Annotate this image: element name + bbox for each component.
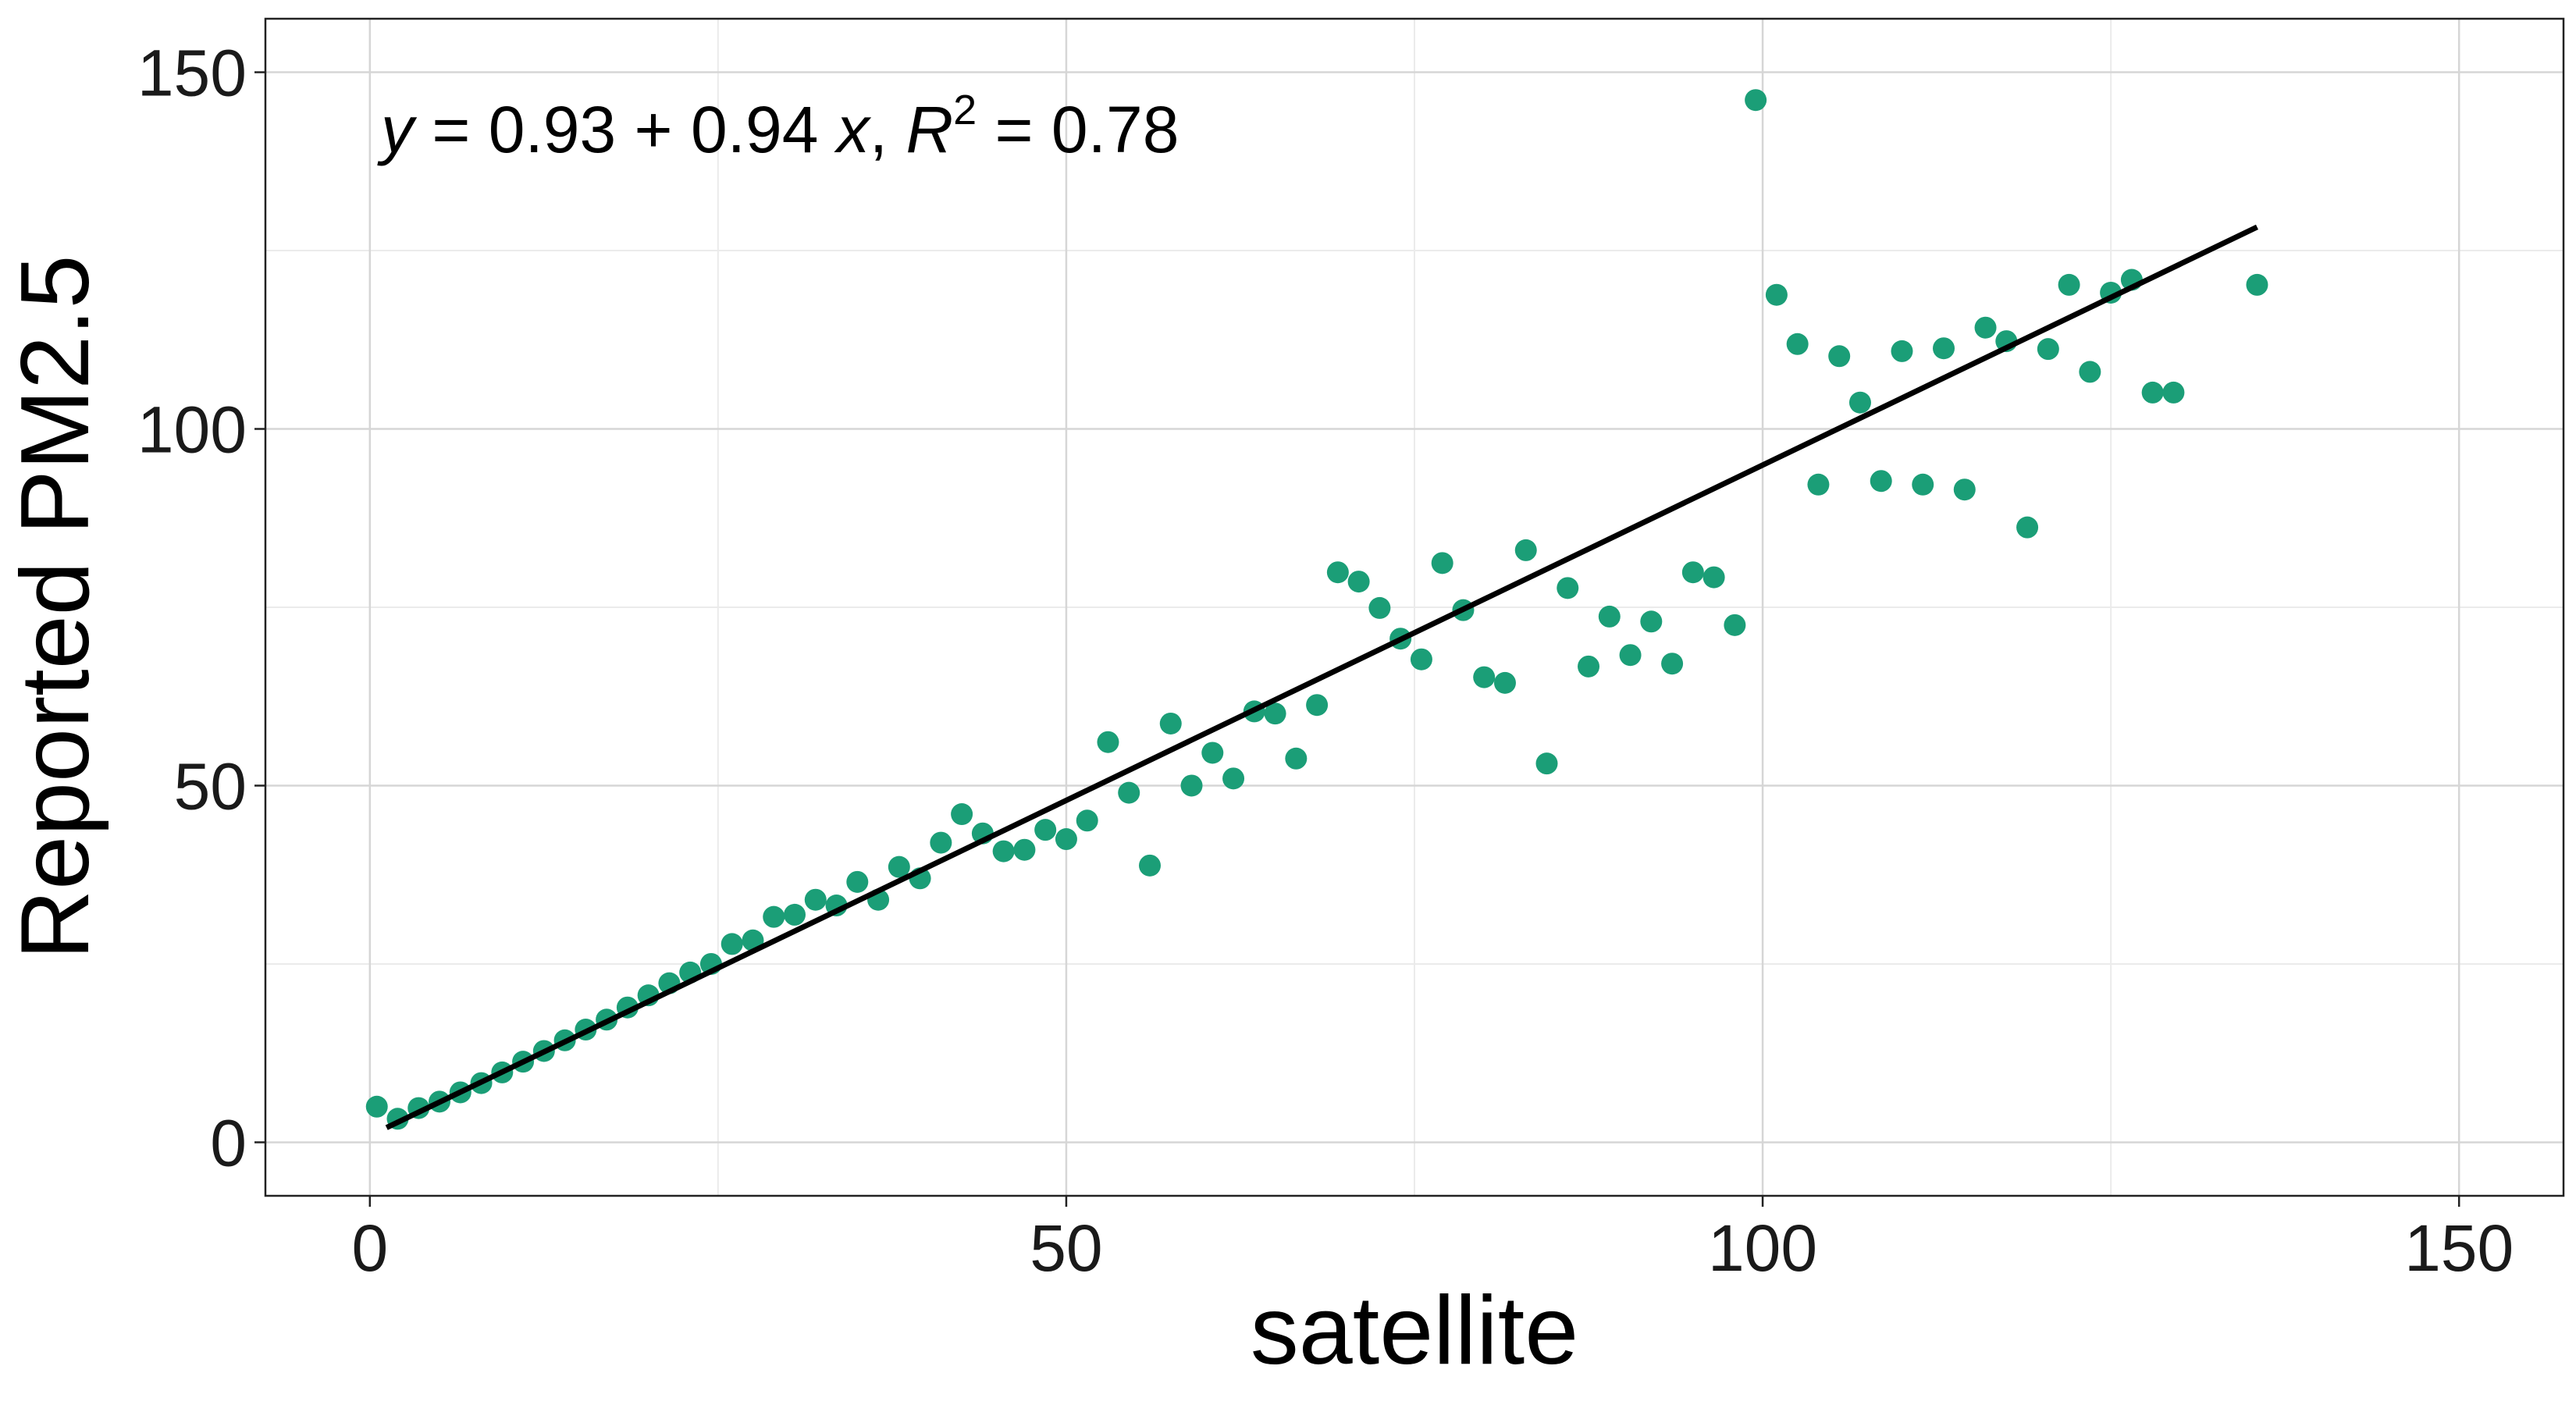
data-point bbox=[1347, 571, 1370, 593]
equation-y: y bbox=[377, 93, 418, 166]
data-point bbox=[1912, 473, 1934, 496]
data-point bbox=[1619, 644, 1642, 667]
data-point bbox=[1368, 596, 1391, 619]
data-point bbox=[1306, 694, 1329, 717]
data-point bbox=[2246, 273, 2268, 296]
data-point bbox=[1013, 838, 1036, 861]
data-point bbox=[1034, 819, 1057, 841]
data-point bbox=[1661, 653, 1684, 675]
equation-body: = 0.93 + 0.94 bbox=[414, 93, 837, 166]
data-point bbox=[992, 840, 1015, 863]
data-point bbox=[930, 831, 952, 854]
data-point bbox=[1180, 774, 1203, 797]
data-point bbox=[951, 803, 973, 826]
data-point bbox=[1598, 605, 1621, 628]
data-point bbox=[2162, 381, 2185, 404]
data-point bbox=[804, 888, 827, 911]
data-point bbox=[1578, 655, 1600, 678]
equation-x: x bbox=[834, 93, 872, 166]
data-point bbox=[1431, 552, 1453, 574]
data-point bbox=[1891, 340, 1913, 362]
data-point bbox=[1264, 702, 1286, 725]
plot-border bbox=[264, 17, 2565, 1197]
data-point bbox=[2037, 338, 2059, 361]
data-point bbox=[720, 933, 743, 955]
data-point bbox=[1786, 333, 1809, 355]
data-point bbox=[1076, 809, 1098, 832]
y-tick-label: 150 bbox=[137, 37, 247, 110]
data-point bbox=[1724, 614, 1746, 636]
y-tick-label: 0 bbox=[210, 1106, 247, 1179]
data-point bbox=[1681, 561, 1704, 584]
data-point bbox=[1828, 345, 1851, 368]
x-tick-label: 50 bbox=[1030, 1211, 1102, 1285]
y-tick-label: 50 bbox=[174, 749, 247, 823]
data-point bbox=[1118, 781, 1140, 804]
data-point bbox=[1285, 747, 1308, 770]
x-tick-label: 0 bbox=[351, 1211, 388, 1285]
data-point bbox=[1953, 478, 1976, 501]
data-point bbox=[1201, 742, 1224, 764]
data-point bbox=[1745, 89, 1767, 112]
data-point bbox=[1535, 752, 1558, 775]
data-point bbox=[1410, 648, 1432, 670]
data-point bbox=[1514, 539, 1537, 561]
data-point bbox=[1870, 470, 1892, 493]
equation-r2-value: = 0.78 bbox=[977, 93, 1179, 166]
data-point bbox=[1848, 391, 1871, 414]
data-point bbox=[1473, 666, 1496, 688]
data-point bbox=[1097, 731, 1119, 753]
data-point bbox=[1138, 854, 1161, 877]
data-point bbox=[2141, 381, 2164, 404]
minor-gridlines bbox=[265, 19, 2564, 1196]
data-point bbox=[1055, 828, 1077, 851]
regression-equation: y = 0.93 + 0.94 x, R2 = 0.78 bbox=[377, 87, 1179, 166]
data-point bbox=[1640, 610, 1663, 633]
data-point bbox=[2016, 516, 2039, 539]
regression-line bbox=[385, 224, 2258, 1130]
x-axis-title: satellite bbox=[1251, 1277, 1578, 1385]
data-point bbox=[888, 855, 910, 878]
data-point bbox=[1159, 712, 1182, 735]
x-tick-label: 150 bbox=[2404, 1211, 2514, 1285]
data-point bbox=[1933, 337, 1955, 360]
equation-separator: , bbox=[870, 93, 906, 166]
data-point bbox=[365, 1095, 388, 1118]
data-point bbox=[763, 905, 785, 928]
equation-r: R bbox=[906, 93, 953, 166]
major-gridlines bbox=[265, 19, 2564, 1196]
data-point bbox=[1974, 316, 1997, 339]
data-point bbox=[2079, 361, 2101, 383]
x-tick-label: 100 bbox=[1708, 1211, 1817, 1285]
y-tick-label: 100 bbox=[137, 393, 247, 467]
data-point bbox=[846, 870, 869, 893]
x-axis-ticks: 0 50 100 150 bbox=[351, 1196, 2514, 1285]
y-axis-title: Reported PM2.5 bbox=[2, 255, 109, 960]
data-point bbox=[1765, 283, 1788, 306]
data-point bbox=[1703, 566, 1725, 589]
data-point bbox=[1493, 671, 1516, 694]
data-point bbox=[784, 903, 806, 926]
data-point bbox=[2058, 273, 2080, 296]
equation-superscript: 2 bbox=[953, 87, 977, 133]
y-axis-ticks: 0 50 100 150 bbox=[137, 37, 265, 1179]
data-point bbox=[1807, 473, 1830, 496]
data-point bbox=[1222, 767, 1245, 790]
data-point bbox=[1557, 577, 1579, 599]
data-point bbox=[1326, 561, 1349, 584]
